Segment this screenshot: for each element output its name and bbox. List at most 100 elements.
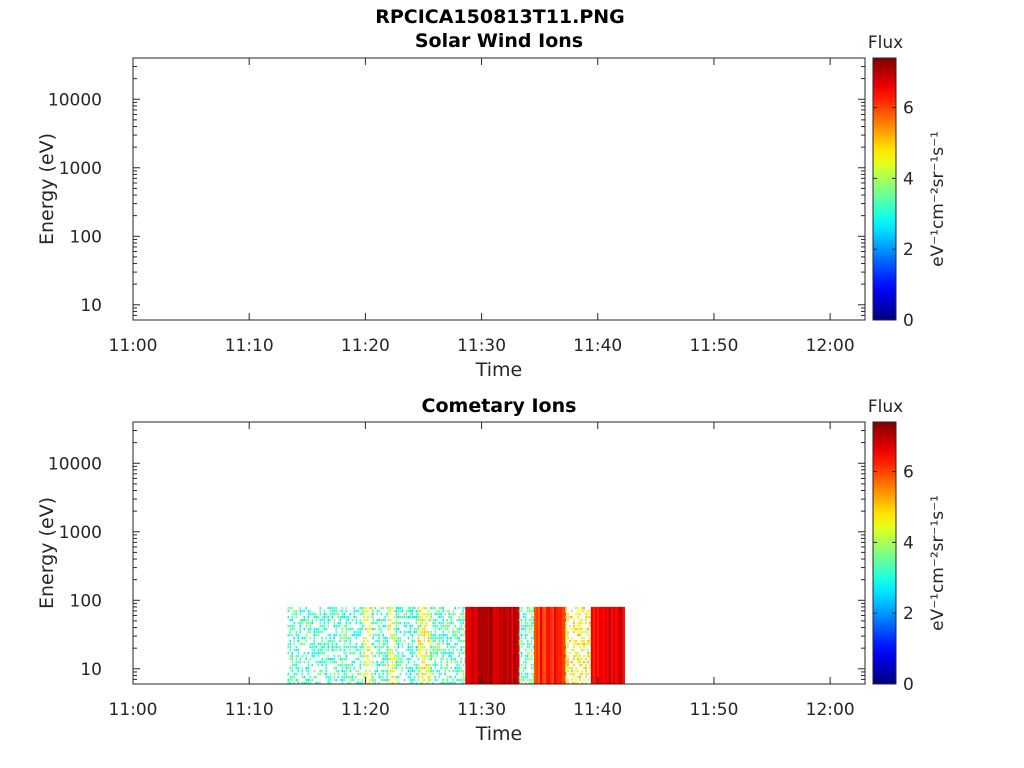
flux-cell xyxy=(369,633,371,637)
flux-cell xyxy=(395,666,398,670)
flux-cell xyxy=(325,675,328,679)
flux-cell xyxy=(419,618,422,622)
flux-cell xyxy=(374,645,376,649)
flux-cell xyxy=(295,645,298,649)
flux-cell xyxy=(289,630,292,634)
flux-cell xyxy=(305,657,308,661)
flux-cell xyxy=(403,633,406,637)
flux-cell xyxy=(307,615,310,619)
flux-cell xyxy=(395,636,398,640)
flux-cell xyxy=(528,642,531,646)
flux-cell xyxy=(458,663,460,667)
flux-cell xyxy=(303,618,306,622)
flux-cell xyxy=(434,648,436,652)
flux-cell xyxy=(399,660,402,664)
flux-cell xyxy=(567,636,569,640)
flux-cell xyxy=(339,621,342,625)
flux-cell xyxy=(309,657,312,661)
flux-cell xyxy=(382,675,384,679)
flux-cell xyxy=(432,663,434,667)
flux-cell xyxy=(520,675,523,679)
flux-cell xyxy=(522,615,525,619)
flux-cell xyxy=(606,606,609,684)
flux-cell xyxy=(355,669,358,673)
flux-cell xyxy=(349,666,352,670)
flux-cell xyxy=(393,657,396,661)
flux-cell xyxy=(460,678,462,682)
flux-cell xyxy=(333,636,336,640)
flux-cell xyxy=(378,681,380,685)
flux-band xyxy=(363,606,373,685)
flux-cell xyxy=(339,636,342,640)
flux-cell xyxy=(585,663,587,667)
flux-cell xyxy=(522,612,525,616)
flux-cell xyxy=(309,624,312,628)
colorbar-title: Flux xyxy=(868,33,903,53)
flux-band xyxy=(387,606,398,685)
flux-cell xyxy=(438,615,440,619)
flux-cell xyxy=(409,645,412,649)
flux-cell xyxy=(537,606,541,684)
flux-cell xyxy=(429,648,432,652)
panel-1-title: Solar Wind Ions xyxy=(414,30,584,52)
flux-cell xyxy=(339,648,342,652)
flux-cell xyxy=(460,627,462,631)
flux-cell xyxy=(353,606,356,610)
y-tick-label: 10 xyxy=(80,660,102,680)
flux-cell xyxy=(386,648,388,652)
flux-cell xyxy=(585,672,587,676)
flux-cell xyxy=(419,624,422,628)
flux-cell xyxy=(524,666,527,670)
flux-cell xyxy=(528,645,531,649)
flux-cell xyxy=(440,663,442,667)
flux-cell xyxy=(524,615,527,619)
flux-cell xyxy=(589,615,591,619)
flux-cell xyxy=(526,654,529,658)
flux-cell xyxy=(343,663,346,667)
flux-cell xyxy=(413,606,416,610)
flux-cell xyxy=(299,660,302,664)
flux-cell xyxy=(382,669,384,673)
flux-cell xyxy=(438,642,440,646)
flux-cell xyxy=(573,618,575,622)
flux-cell xyxy=(452,669,454,673)
flux-cell xyxy=(520,624,523,628)
flux-cell xyxy=(526,621,529,625)
flux-cell xyxy=(363,636,365,640)
flux-cell xyxy=(395,639,398,643)
flux-cell xyxy=(532,645,535,649)
flux-cell xyxy=(458,618,460,622)
flux-cell xyxy=(345,645,348,649)
flux-cell xyxy=(403,612,406,616)
flux-cell xyxy=(333,654,336,658)
flux-cell xyxy=(363,606,365,610)
flux-cell xyxy=(532,606,535,610)
flux-cell xyxy=(365,609,367,613)
flux-cell xyxy=(448,621,450,625)
flux-cell xyxy=(409,609,412,613)
flux-cell xyxy=(413,615,416,619)
flux-cell xyxy=(448,642,450,646)
flux-cell xyxy=(421,615,424,619)
flux-cell xyxy=(446,645,448,649)
flux-cell xyxy=(448,648,450,652)
flux-cell xyxy=(444,669,446,673)
flux-cell xyxy=(315,633,318,637)
flux-cell xyxy=(421,630,424,634)
flux-cell xyxy=(413,675,416,679)
flux-cell xyxy=(423,672,426,676)
flux-cell xyxy=(395,615,398,619)
flux-cell xyxy=(421,681,424,685)
flux-cell xyxy=(357,648,360,652)
flux-cell xyxy=(372,621,374,625)
flux-cell xyxy=(299,642,302,646)
flux-cell xyxy=(378,672,380,676)
flux-cell xyxy=(311,621,314,625)
flux-cell xyxy=(393,615,396,619)
flux-cell xyxy=(446,627,448,631)
flux-cell xyxy=(440,621,442,625)
flux-cell xyxy=(347,627,350,631)
flux-cell xyxy=(365,660,367,664)
flux-cell xyxy=(407,636,410,640)
flux-cell xyxy=(327,642,330,646)
